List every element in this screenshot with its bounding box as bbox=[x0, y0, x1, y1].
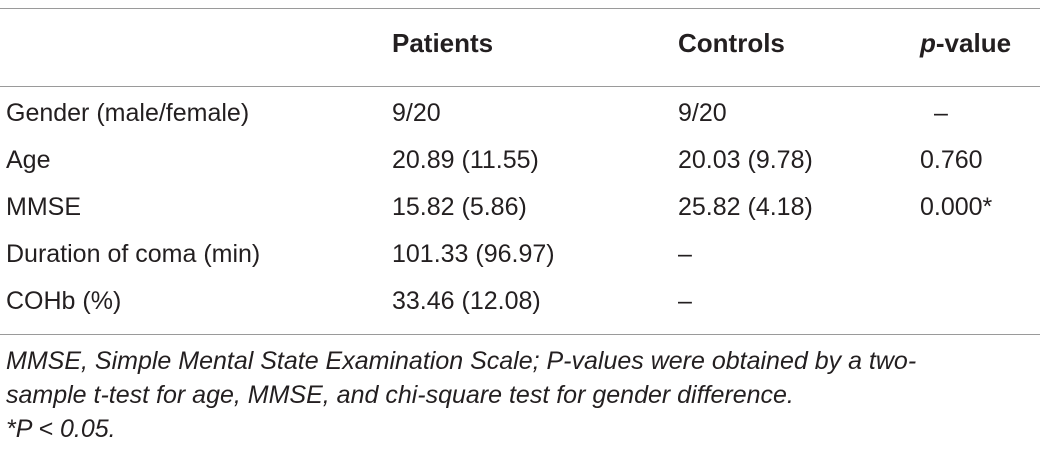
row-patients-age: 20.89 (11.55) bbox=[392, 146, 539, 174]
header-patients: Patients bbox=[392, 28, 494, 58]
row-controls-gender: 9/20 bbox=[678, 99, 727, 127]
row-pvalue-age: 0.760 bbox=[920, 146, 983, 174]
row-controls-coma: – bbox=[678, 240, 692, 268]
row-label-coma: Duration of coma (min) bbox=[6, 240, 261, 268]
row-patients-mmse: 15.82 (5.86) bbox=[392, 193, 527, 221]
row-patients-coma: 101.33 (96.97) bbox=[392, 240, 555, 268]
row-patients-gender: 9/20 bbox=[392, 99, 441, 127]
row-label-cohb: COHb (%) bbox=[6, 287, 122, 315]
row-patients-cohb: 33.46 (12.08) bbox=[392, 287, 541, 315]
row-pvalue-gender: – bbox=[934, 99, 948, 127]
footnote-significance: *P < 0.05. bbox=[6, 415, 116, 443]
row-label-gender: Gender (male/female) bbox=[6, 99, 250, 127]
footnote-line-1: MMSE, Simple Mental State Examination Sc… bbox=[6, 347, 917, 375]
header-pvalue-p: p bbox=[920, 28, 936, 58]
table-top-rule bbox=[0, 8, 1040, 9]
row-pvalue-mmse: 0.000* bbox=[920, 193, 993, 221]
table-header-rule bbox=[0, 86, 1040, 87]
footnote-line-2: sample t-test for age, MMSE, and chi-squ… bbox=[6, 381, 794, 409]
table-bottom-rule bbox=[0, 334, 1040, 335]
header-pvalue: p-value bbox=[920, 28, 1011, 58]
header-controls: Controls bbox=[678, 28, 785, 58]
row-label-age: Age bbox=[6, 146, 51, 174]
row-label-mmse: MMSE bbox=[6, 193, 81, 221]
header-pvalue-rest: -value bbox=[935, 28, 1012, 58]
row-controls-mmse: 25.82 (4.18) bbox=[678, 193, 813, 221]
row-controls-cohb: – bbox=[678, 287, 692, 315]
row-controls-age: 20.03 (9.78) bbox=[678, 146, 813, 174]
